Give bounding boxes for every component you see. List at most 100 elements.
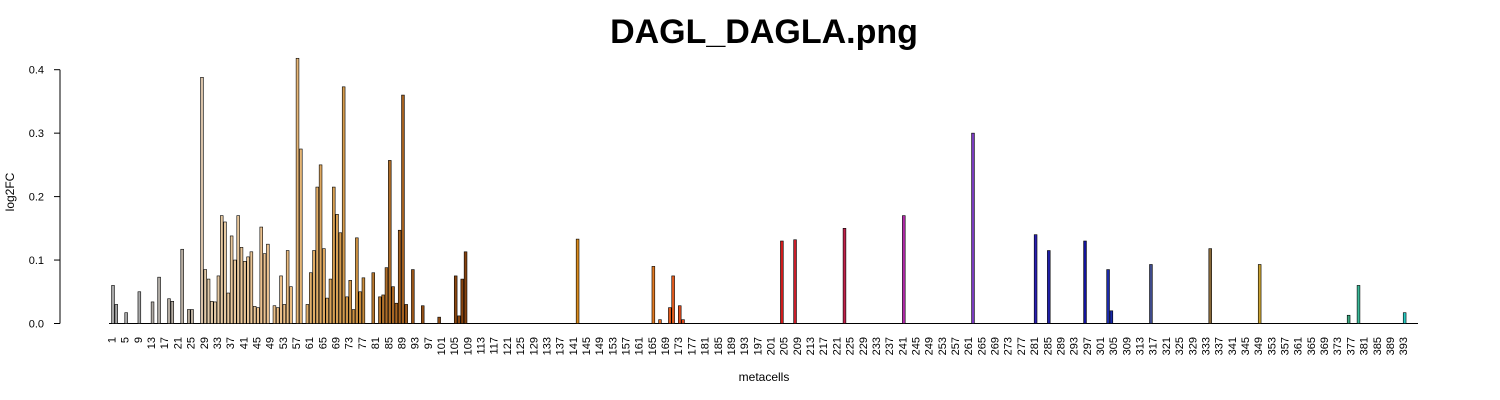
bar [371,272,375,324]
bar [279,275,283,324]
bar [394,302,399,324]
bar [266,243,270,324]
bar [246,256,250,324]
x-tick-label: 253 [937,337,949,355]
chart-title: DAGL_DAGLA.png [610,13,918,51]
x-tick-label: 57 [291,337,303,349]
x-tick-label: 133 [541,337,553,355]
bar [239,247,244,324]
x-tick-label: 225 [845,337,857,355]
x-tick-label: 41 [238,337,250,349]
bar [226,292,231,324]
x-tick-label: 121 [502,337,514,355]
x-tick-label: 213 [805,337,817,355]
bar [256,307,260,324]
bar [681,319,685,324]
bar [213,301,217,324]
x-tick-label: 197 [752,337,764,355]
x-tick-label: 161 [634,337,646,355]
bar [328,278,333,324]
bar [341,86,346,324]
bar [220,215,224,324]
bar [200,77,204,324]
x-tick-label: 209 [792,337,804,355]
x-tick-label: 393 [1398,337,1410,355]
bar [1257,264,1262,324]
x-tick-label: 349 [1253,337,1265,355]
bar [460,278,464,324]
x-tick-label: 73 [344,337,356,349]
y-tick-label: 0.2 [29,192,44,204]
x-tick-label: 345 [1240,337,1252,355]
bar [308,272,313,324]
x-tick-label: 29 [199,337,211,349]
bar [289,286,293,324]
x-tick-label: 185 [713,337,725,355]
bar [453,275,458,324]
bar [276,307,280,324]
bar [793,239,797,324]
bar [384,267,389,324]
x-tick-label: 293 [1069,337,1081,355]
x-tick-label: 325 [1174,337,1186,355]
x-tick-label: 237 [884,337,896,355]
bar [167,298,171,324]
x-tick-label: 89 [396,337,408,349]
x-tick-label: 105 [449,337,461,355]
x-tick-label: 261 [963,337,975,355]
x-tick-label: 45 [251,337,263,349]
bar [358,291,362,324]
x-tick-label: 13 [146,337,158,349]
y-axis-title: log2FC [3,172,17,211]
x-tick-label: 157 [621,337,633,355]
bar [1356,285,1361,324]
x-tick-label: 153 [607,337,619,355]
bar [388,160,392,324]
x-tick-label: 37 [225,337,237,349]
bar [203,269,207,324]
bar [259,226,263,324]
x-tick-label: 181 [700,337,712,355]
bar [335,214,339,324]
x-tick-label: 9 [133,337,145,343]
x-tick-label: 21 [172,337,184,349]
x-tick-label: 165 [647,337,659,355]
x-tick-label: 129 [528,337,540,355]
x-tick-label: 169 [660,337,672,355]
bar [295,57,300,324]
x-tick-label: 373 [1332,337,1344,355]
x-tick-label: 309 [1121,337,1133,355]
x-axis-title: metacells [739,370,790,384]
x-tick-label: 269 [990,337,1002,355]
bar [1033,234,1038,324]
bar [971,132,975,324]
x-tick-label: 125 [515,337,527,355]
bar [325,297,329,324]
bar [1208,248,1212,324]
bar [318,164,323,324]
bar [137,291,142,324]
y-tick-label: 0.4 [29,65,44,77]
x-tick-label: 277 [1016,337,1028,355]
x-tick-label: 341 [1227,337,1239,355]
x-tick-label: 221 [831,337,843,355]
bar [111,285,115,324]
bar [1083,240,1087,324]
bar [345,296,349,324]
bar [658,319,662,324]
x-tick-label: 53 [278,337,290,349]
bar [457,315,461,324]
x-tick-label: 257 [950,337,962,355]
x-tick-label: 61 [304,337,316,349]
x-tick-label: 241 [897,337,909,355]
x-tick-label: 281 [1029,337,1041,355]
bar [262,253,267,324]
x-tick-label: 361 [1293,337,1305,355]
x-tick-label: 337 [1214,337,1226,355]
x-tick-label: 193 [739,337,751,355]
bar [312,250,316,324]
x-tick-label: 65 [317,337,329,349]
bar [381,294,385,324]
x-tick-label: 217 [818,337,830,355]
